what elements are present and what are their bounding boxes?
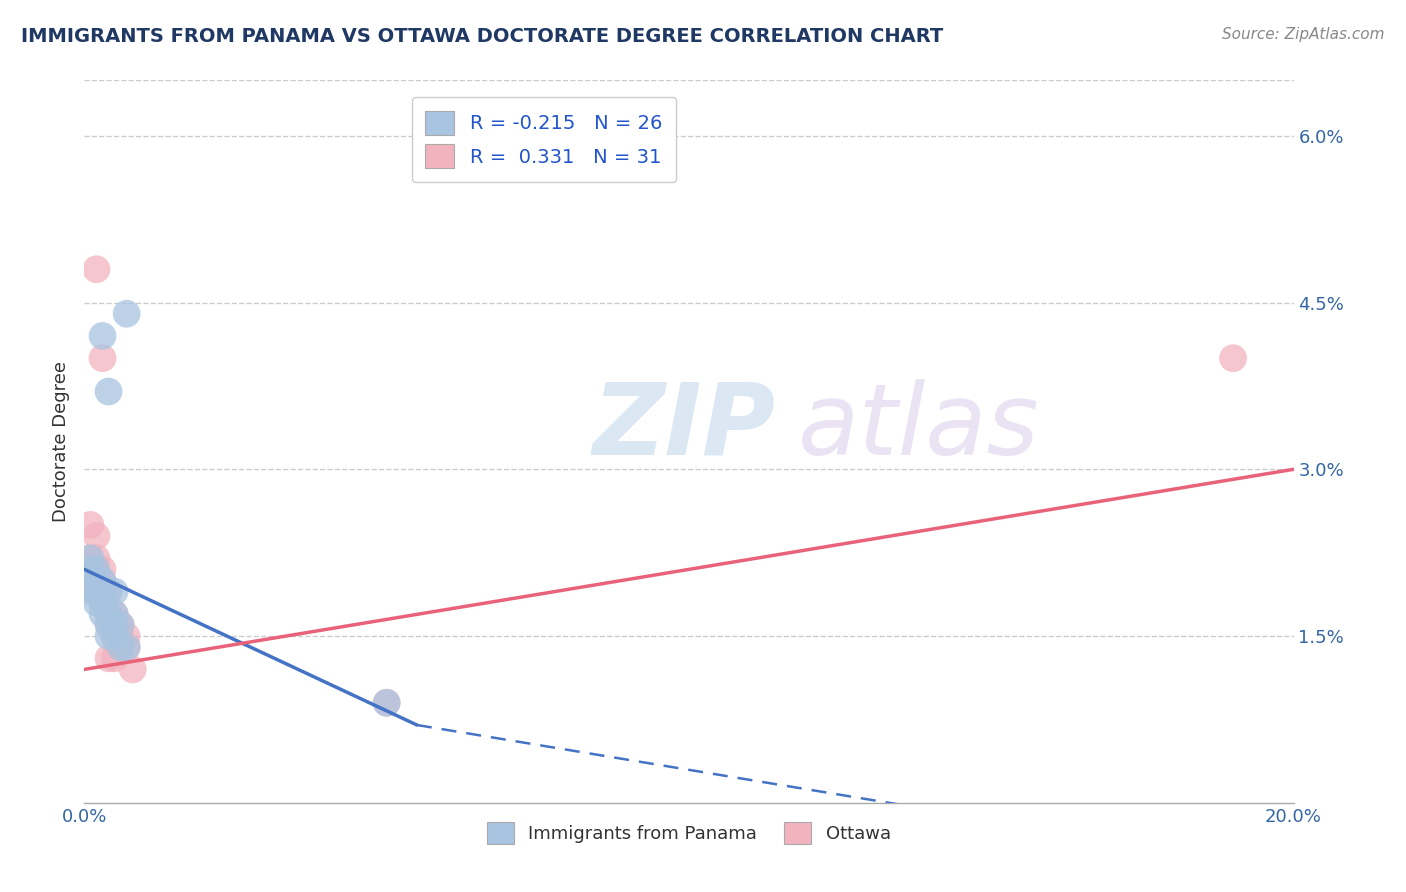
Point <box>86 562 108 576</box>
Point <box>79 562 101 576</box>
Point <box>79 562 101 576</box>
Point <box>115 307 138 321</box>
Point <box>91 329 114 343</box>
Point <box>97 651 120 665</box>
Point <box>86 584 108 599</box>
Point <box>97 629 120 643</box>
Legend: Immigrants from Panama, Ottawa: Immigrants from Panama, Ottawa <box>479 815 898 852</box>
Point <box>121 662 143 676</box>
Point <box>1222 351 1244 366</box>
Point <box>104 607 127 621</box>
Point <box>97 607 120 621</box>
Point <box>104 618 127 632</box>
Point <box>79 574 101 588</box>
Point <box>97 607 120 621</box>
Point <box>104 584 127 599</box>
Point <box>110 640 132 655</box>
Point <box>91 584 114 599</box>
Point <box>91 596 114 610</box>
Point <box>104 618 127 632</box>
Point <box>115 640 138 655</box>
Point <box>97 384 120 399</box>
Text: IMMIGRANTS FROM PANAMA VS OTTAWA DOCTORATE DEGREE CORRELATION CHART: IMMIGRANTS FROM PANAMA VS OTTAWA DOCTORA… <box>21 27 943 45</box>
Point <box>91 574 114 588</box>
Point <box>86 574 108 588</box>
Point <box>104 651 127 665</box>
Point <box>104 607 127 621</box>
Point <box>104 629 127 643</box>
Point <box>375 696 398 710</box>
Point <box>91 596 114 610</box>
Y-axis label: Doctorate Degree: Doctorate Degree <box>52 361 70 522</box>
Point <box>86 596 108 610</box>
Point <box>79 584 101 599</box>
Point <box>91 607 114 621</box>
Point <box>97 618 120 632</box>
Point <box>97 618 120 632</box>
Point <box>97 584 120 599</box>
Point <box>110 618 132 632</box>
Point <box>86 574 108 588</box>
Point <box>79 517 101 532</box>
Text: Source: ZipAtlas.com: Source: ZipAtlas.com <box>1222 27 1385 42</box>
Point <box>91 562 114 576</box>
Point <box>86 562 108 576</box>
Point <box>115 629 138 643</box>
Point <box>79 551 101 566</box>
Text: atlas: atlas <box>797 378 1039 475</box>
Point <box>79 551 101 566</box>
Point <box>115 640 138 655</box>
Point <box>86 529 108 543</box>
Point <box>104 629 127 643</box>
Point <box>86 584 108 599</box>
Point <box>375 696 398 710</box>
Point <box>91 574 114 588</box>
Point <box>86 551 108 566</box>
Point <box>110 629 132 643</box>
Point <box>86 262 108 277</box>
Point <box>110 640 132 655</box>
Text: ZIP: ZIP <box>592 378 775 475</box>
Point <box>110 618 132 632</box>
Point <box>91 351 114 366</box>
Point <box>91 584 114 599</box>
Point <box>97 584 120 599</box>
